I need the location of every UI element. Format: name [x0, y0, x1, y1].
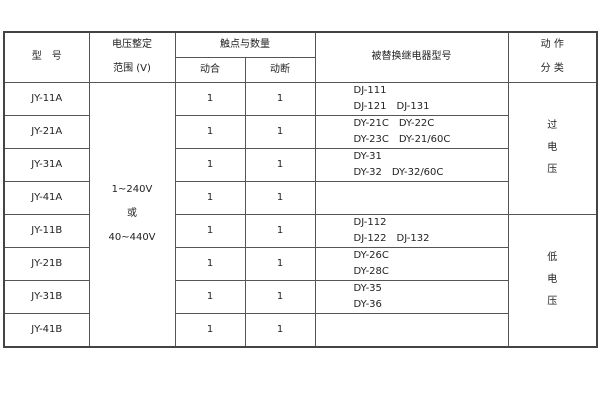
- table-row: JY-21A 1 1 DY-21C DY-22C DY-23C DY-21/60C: [3, 114, 597, 149]
- action-type-cell: 低电压: [507, 213, 598, 347]
- make-cell: 1: [174, 114, 246, 149]
- table-row: JY-11A 1~240V 或 40~440V 1 1 DJ-111 DJ-121 DJ-1…: [3, 81, 598, 347]
- model-cell: JY-11B: [3, 213, 90, 248]
- break-cell: 1: [244, 114, 316, 149]
- replaced-cell: [314, 312, 509, 347]
- break-cell: 1: [244, 180, 316, 215]
- make-cell: 1: [174, 213, 246, 248]
- relay-spec-table: 型 号 电压整定 范围 (V) 触点与数量 被替换继电器型号 动 作分 类 动合 …: [3, 31, 598, 348]
- make-cell: 1: [174, 147, 246, 182]
- replaced-cell: DY-35 DY-36: [314, 279, 509, 314]
- model-cell: JY-31B: [3, 279, 90, 314]
- make-cell: 1: [174, 279, 246, 314]
- break-cell: 1: [244, 147, 316, 182]
- model-cell: JY-11A: [3, 81, 90, 116]
- model-cell: JY-31A: [3, 147, 90, 182]
- header-make: 动合: [174, 56, 246, 83]
- break-cell: 1: [244, 312, 316, 347]
- make-cell: 1: [174, 81, 246, 116]
- replaced-cell: DY-31 DY-32 DY-32/60C: [314, 147, 509, 182]
- header-contacts: 触点与数量: [174, 31, 316, 58]
- voltage-range-cell: 1~240V 或 40~440V: [88, 81, 176, 347]
- action-type-cell: 过电压: [507, 81, 598, 215]
- break-cell: 1: [244, 279, 316, 314]
- header-model: 型 号: [3, 31, 90, 83]
- model-cell: JY-21B: [3, 246, 90, 281]
- replaced-cell: DJ-112 DJ-122 DJ-132: [314, 213, 509, 248]
- make-cell: 1: [174, 312, 246, 347]
- make-cell: 1: [174, 246, 246, 281]
- model-cell: JY-41B: [3, 312, 90, 347]
- model-cell: JY-21A: [3, 114, 90, 149]
- table-row: JY-31B 1 1 DY-35 DY-36: [3, 279, 597, 314]
- header-action-type: 动 作分 类: [507, 31, 598, 83]
- header-break: 动断: [244, 56, 316, 83]
- header-voltage-range: 电压整定 范围 (V): [88, 31, 176, 83]
- break-cell: 1: [244, 246, 316, 281]
- replaced-cell: DY-26C DY-28C: [314, 246, 509, 281]
- model-cell: JY-41A: [3, 180, 90, 215]
- table-row: JY-41B 1 1: [3, 312, 597, 347]
- break-cell: 1: [244, 81, 316, 116]
- replaced-cell: DJ-111 DJ-121 DJ-131: [314, 81, 509, 116]
- replaced-cell: [314, 180, 509, 215]
- break-cell: 1: [244, 213, 316, 248]
- header-replaced: 被替换继电器型号: [314, 31, 509, 83]
- replaced-cell: DY-21C DY-22C DY-23C DY-21/60C: [314, 114, 509, 149]
- make-cell: 1: [174, 180, 246, 215]
- table-row: JY-11B 1 1 DJ-112 DJ-122 DJ-132 低电压: [3, 213, 598, 347]
- table-row: JY-21B 1 1 DY-26C DY-28C: [3, 246, 597, 281]
